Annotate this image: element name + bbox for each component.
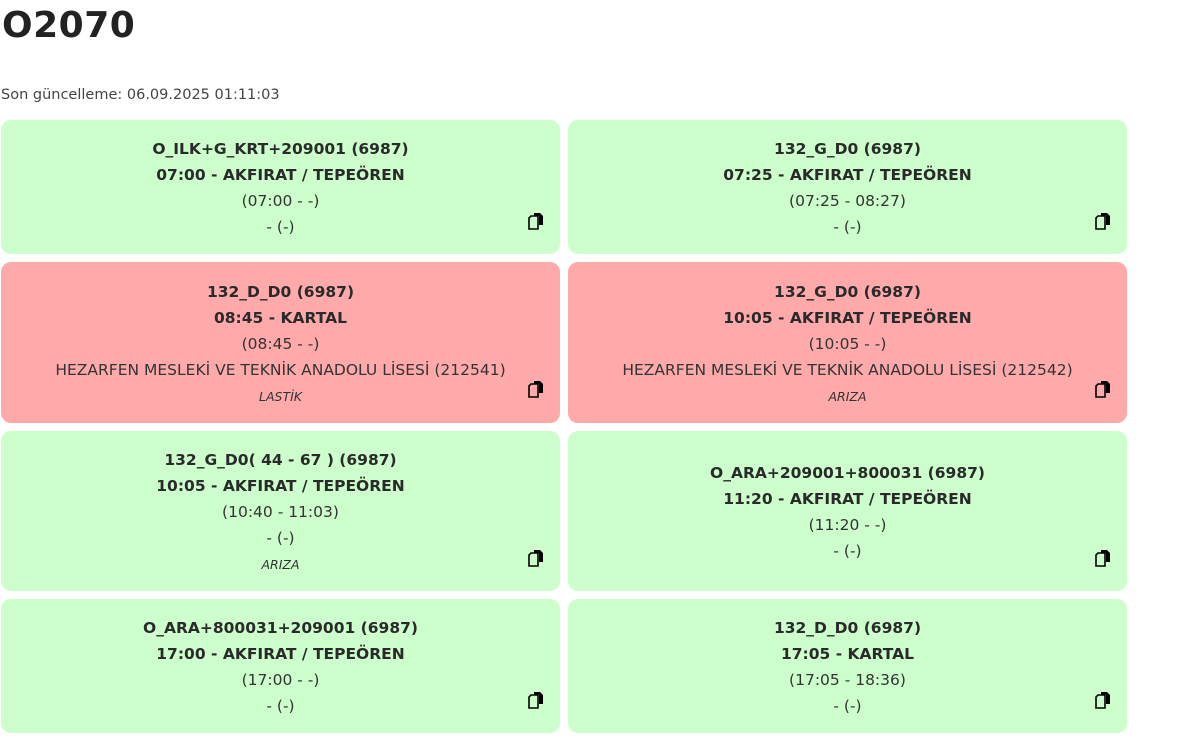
trip-times: (10:05 - -) <box>808 334 887 353</box>
trip-route: O_ILK+G_KRT+209001 (6987) <box>152 140 409 158</box>
copy-icon[interactable] <box>1095 212 1111 230</box>
trip-times: (07:25 - 08:27) <box>789 192 906 210</box>
trip-card-grid: O_ILK+G_KRT+209001 (6987) 07:00 - AKFIRA… <box>1 120 1127 733</box>
trip-card[interactable]: 132_D_D0 (6987) 08:45 - KARTAL (08:45 - … <box>1 262 560 423</box>
trip-departure: 08:45 - KARTAL <box>213 308 348 327</box>
copy-icon[interactable] <box>1095 549 1111 567</box>
trip-card[interactable]: O_ARA+209001+800031 (6987) 11:20 - AKFIR… <box>568 431 1127 591</box>
trip-card[interactable]: 132_D_D0 (6987) 17:05 - KARTAL (17:05 - … <box>568 599 1127 733</box>
trip-times: (17:05 - 18:36) <box>789 671 906 689</box>
trip-detail: - (-) <box>266 697 295 715</box>
trip-departure: 07:00 - AKFIRAT / TEPEÖREN <box>156 166 405 184</box>
trip-times: (07:00 - -) <box>241 192 320 210</box>
trip-card[interactable]: 132_G_D0 (6987) 07:25 - AKFIRAT / TEPEÖR… <box>568 120 1127 254</box>
trip-route: 132_D_D0 (6987) <box>773 619 922 637</box>
trip-times: (10:40 - 11:03) <box>222 503 339 521</box>
trip-card[interactable]: O_ARA+800031+209001 (6987) 17:00 - AKFIR… <box>1 599 560 733</box>
trip-departure: 10:05 - AKFIRAT / TEPEÖREN <box>723 308 972 327</box>
trip-route: 132_G_D0 (6987) <box>774 282 921 301</box>
trip-departure: 17:05 - KARTAL <box>780 645 915 663</box>
trip-detail: - (-) <box>833 542 862 560</box>
trip-route: 132_G_D0 (6987) <box>774 140 921 158</box>
trip-times: (17:00 - -) <box>241 671 320 689</box>
trip-departure: 11:20 - AKFIRAT / TEPEÖREN <box>723 490 972 508</box>
copy-icon[interactable] <box>528 691 544 709</box>
trip-detail: - (-) <box>266 529 295 547</box>
trip-times: (11:20 - -) <box>808 516 887 534</box>
page-title: O2070 <box>2 5 136 46</box>
copy-icon[interactable] <box>528 549 544 567</box>
trip-card[interactable]: O_ILK+G_KRT+209001 (6987) 07:00 - AKFIRA… <box>1 120 560 254</box>
trip-card[interactable]: 132_G_D0 (6987) 10:05 - AKFIRAT / TEPEÖR… <box>568 262 1127 423</box>
trip-detail: - (-) <box>266 218 295 236</box>
trip-detail: - (-) <box>833 697 862 715</box>
trip-departure: 17:00 - AKFIRAT / TEPEÖREN <box>156 645 405 663</box>
trip-route: 132_D_D0 (6987) <box>206 282 355 301</box>
copy-icon[interactable] <box>528 212 544 230</box>
trip-detail: - (-) <box>833 218 862 236</box>
trip-departure: 10:05 - AKFIRAT / TEPEÖREN <box>156 477 405 495</box>
trip-route: O_ARA+209001+800031 (6987) <box>710 464 985 482</box>
trip-detail: HEZARFEN MESLEKİ VE TEKNİK ANADOLU LİSES… <box>622 360 1073 379</box>
copy-icon[interactable] <box>1095 691 1111 709</box>
trip-detail: HEZARFEN MESLEKİ VE TEKNİK ANADOLU LİSES… <box>55 360 506 379</box>
trip-note: ARIZA <box>828 388 867 404</box>
copy-icon[interactable] <box>528 380 544 398</box>
last-update-text: Son güncelleme: 06.09.2025 01:11:03 <box>1 87 280 103</box>
trip-note: LASTİK <box>259 388 302 404</box>
trip-times: (08:45 - -) <box>241 334 320 353</box>
trip-departure: 07:25 - AKFIRAT / TEPEÖREN <box>723 166 972 184</box>
trip-route: 132_G_D0( 44 - 67 ) (6987) <box>164 451 397 469</box>
copy-icon[interactable] <box>1095 380 1111 398</box>
trip-card[interactable]: 132_G_D0( 44 - 67 ) (6987) 10:05 - AKFIR… <box>1 431 560 591</box>
trip-route: O_ARA+800031+209001 (6987) <box>143 619 418 637</box>
trip-note: ARIZA <box>261 557 300 572</box>
